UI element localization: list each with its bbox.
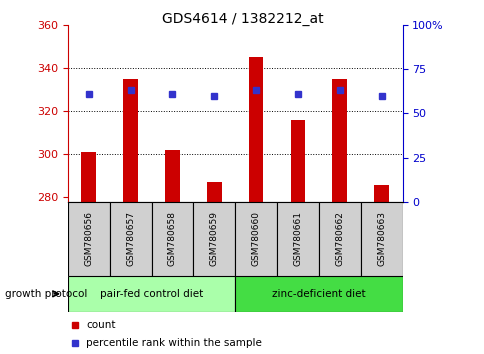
Text: zinc-deficient diet: zinc-deficient diet [272,289,365,299]
Text: GSM780661: GSM780661 [293,211,302,267]
Bar [235,276,402,312]
Text: GSM780658: GSM780658 [167,211,177,267]
Bar [207,182,221,202]
Text: GSM780663: GSM780663 [377,211,385,267]
Bar [151,202,193,276]
Bar [165,150,180,202]
Text: percentile rank within the sample: percentile rank within the sample [86,338,262,348]
Bar [68,202,109,276]
Text: growth protocol: growth protocol [5,289,87,299]
Text: GSM780660: GSM780660 [251,211,260,267]
Bar [360,202,402,276]
Text: GDS4614 / 1382212_at: GDS4614 / 1382212_at [161,12,323,27]
Bar [374,184,388,202]
Bar [318,202,360,276]
Text: GSM780659: GSM780659 [210,211,218,267]
Bar [290,120,304,202]
Text: GSM780656: GSM780656 [84,211,93,267]
Text: GSM780662: GSM780662 [334,211,344,267]
Bar [193,202,235,276]
Bar [276,202,318,276]
Text: pair-fed control diet: pair-fed control diet [100,289,203,299]
Bar [68,276,235,312]
Text: count: count [86,320,116,330]
Bar [123,79,137,202]
Bar [248,57,263,202]
Text: GSM780657: GSM780657 [126,211,135,267]
Bar [81,152,96,202]
Bar [332,79,347,202]
Bar [109,202,151,276]
Bar [235,202,276,276]
